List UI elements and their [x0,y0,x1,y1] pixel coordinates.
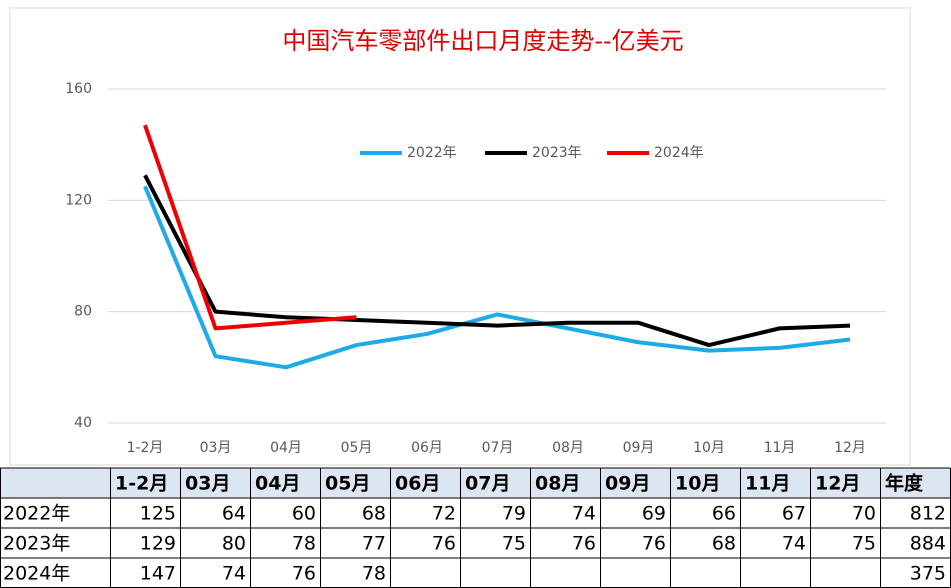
table-cell: 129 [140,533,176,555]
table-cell: 76 [642,533,666,555]
x-tick-label: 03月 [200,440,232,456]
x-tick-label: 12月 [834,440,866,456]
table-cell: 74 [782,533,806,555]
x-tick-label: 07月 [482,440,514,456]
table-cell: 79 [502,503,526,525]
table-header: 07月 [465,473,510,495]
table-cell: 76 [572,533,596,555]
x-tick-label: 04月 [270,440,302,456]
table-cell: 76 [292,563,316,585]
table-cell: 68 [712,533,736,555]
table-cell: 76 [432,533,456,555]
table-header: 04月 [255,473,300,495]
x-tick-label: 11月 [764,440,796,456]
table-cell: 69 [642,503,666,525]
table-cell: 77 [362,533,386,555]
table-cell: 74 [222,563,246,585]
table-cell: 64 [222,503,246,525]
table-cell: 75 [852,533,876,555]
table-header: 03月 [185,473,230,495]
table-header: 10月 [675,473,720,495]
legend-label: 2022年 [407,145,457,161]
x-tick-label: 10月 [693,440,725,456]
chart-frame [9,7,911,466]
x-tick-label: 05月 [341,440,373,456]
x-tick-label: 08月 [552,440,584,456]
table-cell: 75 [502,533,526,555]
table-cell: 68 [362,503,386,525]
table-cell: 66 [712,503,736,525]
chart-title: 中国汽车零部件出口月度走势--亿美元 [282,27,683,55]
table-row-label: 2022年 [3,503,70,525]
x-tick-label: 09月 [623,440,655,456]
table-row-label: 2024年 [3,563,70,585]
series-line [143,174,851,348]
table-cell: 884 [910,533,946,555]
y-tick-label: 40 [74,415,92,431]
table-cell: 78 [292,533,316,555]
table-header-bg [0,468,950,498]
legend-label: 2023年 [532,145,582,161]
y-tick-label: 80 [74,304,92,320]
table-cell: 60 [292,503,316,525]
table-header: 09月 [605,473,650,495]
table-cell: 78 [362,563,386,585]
table-cell: 67 [782,503,806,525]
table-header: 12月 [815,473,860,495]
table-cell: 74 [572,503,596,525]
table-cell: 147 [140,563,176,585]
y-tick-label: 120 [65,192,92,208]
table-cell: 125 [140,503,176,525]
x-tick-label: 1-2月 [127,440,164,456]
table-cell: 375 [910,563,946,585]
table-header: 06月 [395,473,440,495]
table-cell: 72 [432,503,456,525]
table-header: 11月 [745,473,790,495]
table-header: 1-2月 [115,473,168,495]
series-line [143,124,357,331]
table-cell: 812 [910,503,946,525]
x-tick-label: 06月 [411,440,443,456]
legend-label: 2024年 [654,145,704,161]
table-row-label: 2023年 [3,533,70,555]
y-tick-label: 160 [65,81,92,97]
series-line [143,185,851,370]
table-header: 08月 [535,473,580,495]
table-header: 年度 [885,472,924,495]
table-cell: 70 [852,503,876,525]
table-header: 05月 [325,473,370,495]
table-cell: 80 [222,533,246,555]
